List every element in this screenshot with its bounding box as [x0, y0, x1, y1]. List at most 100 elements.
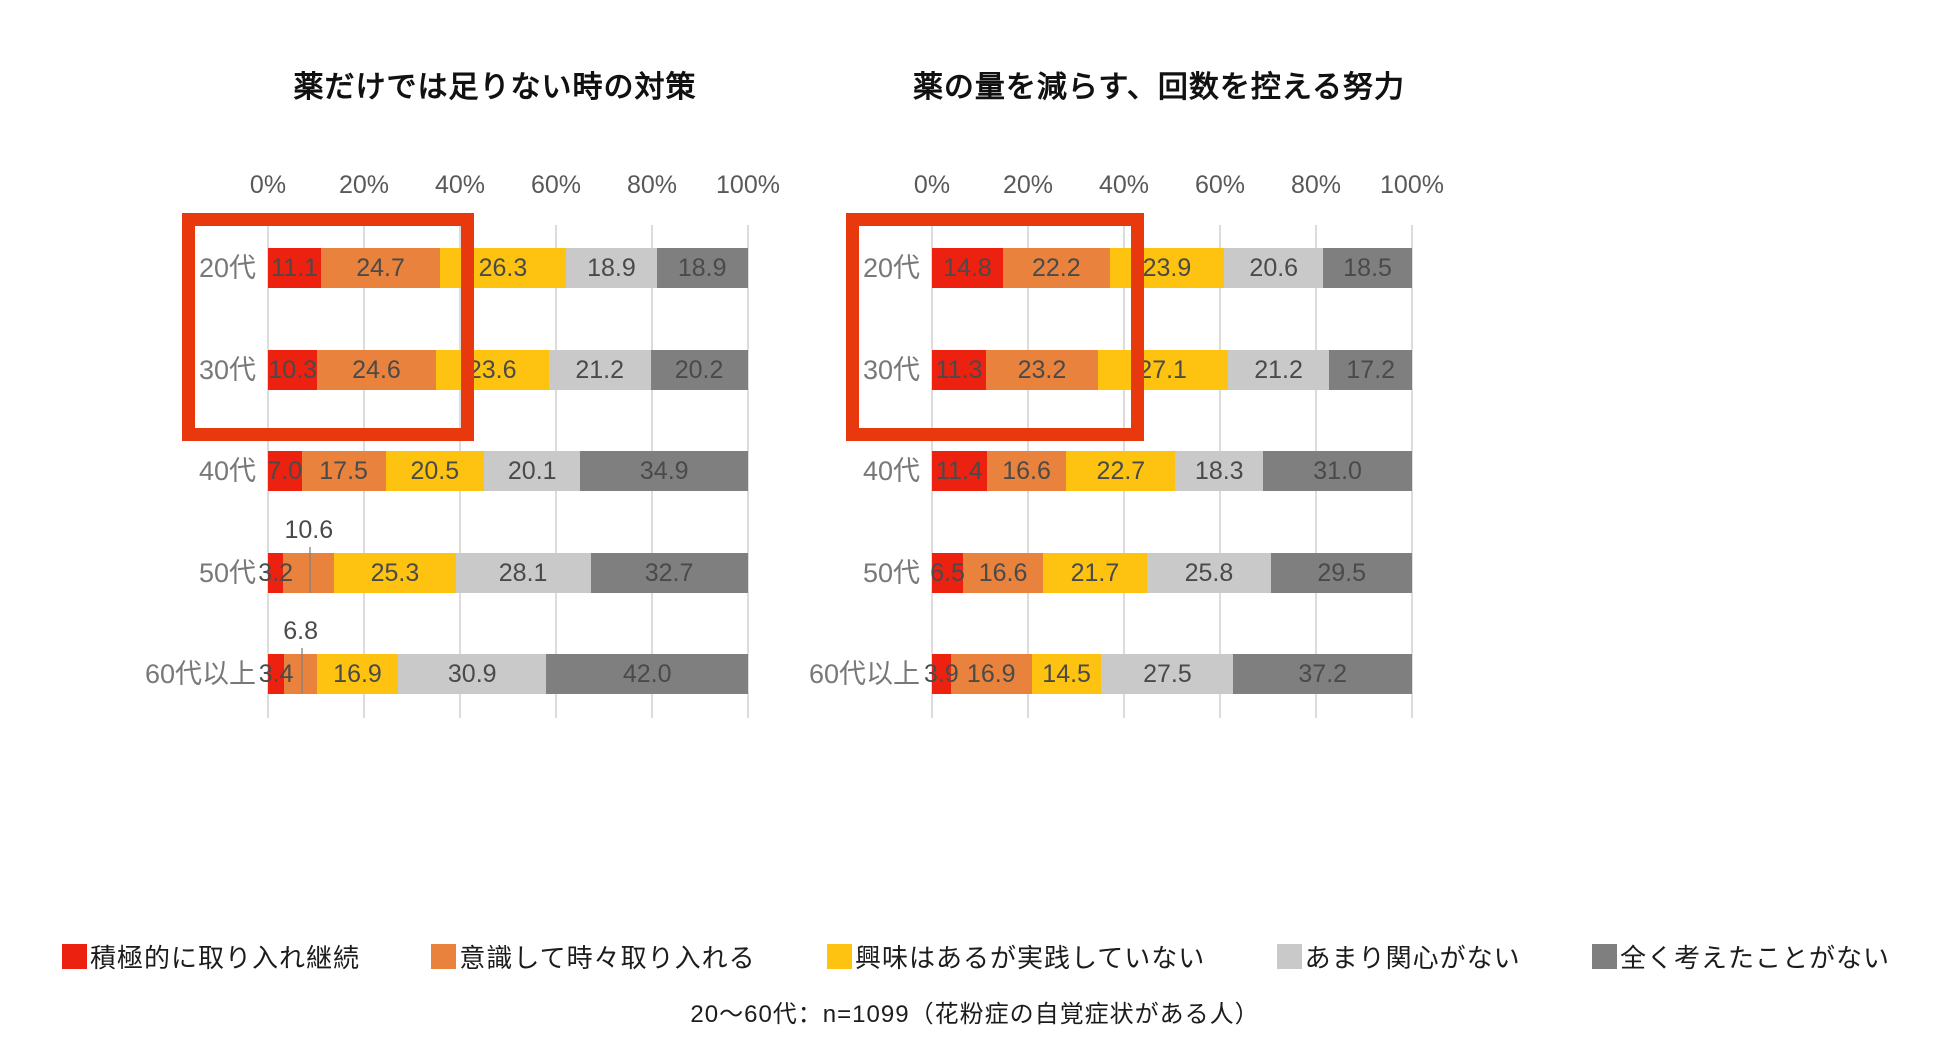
- bar-segment-never-thought: [546, 654, 748, 694]
- bar-segment-not-interested: [484, 451, 581, 491]
- bar-segment-interested-not-practicing: [316, 654, 399, 694]
- value-label: 18.5: [1343, 254, 1392, 282]
- bar-segment-active-continue: [932, 553, 964, 593]
- bar-segment-never-thought: [656, 248, 748, 288]
- value-label: 14.8: [943, 254, 992, 282]
- value-label: 23.2: [1017, 356, 1067, 384]
- bar-segment-active-continue: [268, 248, 322, 288]
- bar-segment-interested-not-practicing: [1097, 350, 1228, 390]
- axis-tick-label: 0%: [913, 171, 951, 199]
- bar-segment-never-thought: [1263, 451, 1412, 491]
- legend-swatch-icon: [1591, 943, 1617, 969]
- value-label: 16.9: [966, 660, 1016, 688]
- value-label: 28.1: [498, 559, 548, 587]
- value-label: 22.7: [1096, 457, 1146, 485]
- bar-segment-not-interested: [1227, 350, 1330, 390]
- bar-segment-sometimes-incorporate: [963, 553, 1043, 593]
- axis-tick-label: 100%: [716, 171, 780, 199]
- value-label: 25.8: [1184, 559, 1234, 587]
- gridline: [747, 225, 749, 718]
- bar-segment-not-interested: [455, 553, 591, 593]
- value-label: 29.5: [1317, 559, 1367, 587]
- legend-label: 意識して時々取り入れる: [459, 942, 756, 973]
- legend-item-active-continue: 積極的に取り入れ継続: [62, 938, 360, 975]
- bar-segment-not-interested: [1224, 248, 1324, 288]
- bar-segment-never-thought: [1270, 553, 1413, 593]
- value-label: 30.9: [447, 660, 497, 688]
- value-label: 23.6: [467, 356, 517, 384]
- axis-tick-label: 20%: [338, 171, 390, 199]
- value-label: 34.9: [639, 457, 689, 485]
- bar-segment-not-interested: [1101, 654, 1234, 694]
- gridline: [1411, 225, 1413, 718]
- bar-segment-never-thought: [580, 451, 748, 491]
- bar-segment-sometimes-incorporate: [317, 350, 436, 390]
- category-label: 50代: [862, 558, 920, 588]
- value-label: 26.3: [478, 254, 528, 282]
- legend-swatch-icon: [1276, 943, 1302, 969]
- value-label: 14.5: [1042, 660, 1091, 688]
- axis-tick-label: 80%: [1290, 171, 1342, 199]
- legend-label: あまり関心がない: [1304, 942, 1521, 973]
- value-label: 11.1: [271, 254, 319, 282]
- value-label: 20.5: [410, 457, 460, 485]
- value-label: 31.0: [1313, 457, 1362, 485]
- bar-segment-not-interested: [1175, 451, 1264, 491]
- category-label: 50代: [198, 558, 256, 588]
- bar-segment-not-interested: [1147, 553, 1271, 593]
- value-label: 10.3: [268, 356, 318, 384]
- value-label: 11.4: [935, 457, 983, 485]
- bar-segment-sometimes-incorporate: [1003, 248, 1110, 288]
- bar-segment-interested-not-practicing: [385, 451, 484, 491]
- value-label: 27.1: [1138, 356, 1187, 384]
- value-label: 17.2: [1346, 356, 1396, 384]
- bar-segment-sometimes-incorporate: [986, 451, 1067, 491]
- axis-tick-label: 60%: [1194, 171, 1246, 199]
- category-label: 30代: [862, 355, 920, 385]
- highlight-rectangle: [846, 213, 1144, 441]
- value-label: 42.0: [622, 660, 672, 688]
- value-label: 16.6: [978, 559, 1028, 587]
- category-label: 40代: [198, 456, 256, 486]
- legend-label: 興味はあるが実践していない: [854, 942, 1206, 973]
- axis-tick-label: 80%: [626, 171, 678, 199]
- callout-value-label: 6.8: [283, 617, 319, 645]
- bar-segment-never-thought: [650, 350, 748, 390]
- bar-segment-active-continue: [932, 350, 987, 390]
- value-label: 17.5: [319, 457, 368, 485]
- bar-segment-active-continue: [268, 451, 302, 491]
- value-label: 3.4: [258, 660, 294, 688]
- bar-segment-interested-not-practicing: [334, 553, 456, 593]
- legend-item-never-thought: 全く考えたことがない: [1591, 938, 1890, 975]
- footnote: 20〜60代：n=1099（花粉症の自覚症状がある人）: [690, 1001, 1260, 1028]
- bar-segment-never-thought: [1329, 350, 1412, 390]
- value-label: 24.6: [352, 356, 401, 384]
- callout-leader-line: [308, 547, 311, 593]
- legend-swatch-icon: [431, 943, 457, 969]
- chart-title-right: 薬の量を減らす、回数を控える努力: [912, 71, 1406, 104]
- legend-swatch-icon: [62, 943, 87, 969]
- value-label: 25.3: [370, 559, 420, 587]
- axis-tick-label: 60%: [530, 171, 582, 199]
- value-label: 11.3: [935, 356, 983, 384]
- bar-segment-interested-not-practicing: [1031, 654, 1102, 694]
- legend-item-interested-not-practicing: 興味はあるが実践していない: [826, 938, 1206, 975]
- category-label: 40代: [862, 456, 920, 486]
- value-label: 3.9: [923, 660, 959, 688]
- value-label: 20.6: [1249, 254, 1299, 282]
- value-label: 37.2: [1298, 660, 1348, 688]
- bar-segment-active-continue: [932, 654, 951, 694]
- value-label: 6.5: [930, 559, 965, 587]
- value-label: 3.2: [258, 559, 294, 587]
- bar-segment-sometimes-incorporate: [950, 654, 1032, 694]
- value-label: 16.6: [1002, 457, 1051, 485]
- value-label: 24.7: [356, 254, 405, 282]
- axis-tick-label: 0%: [249, 171, 287, 199]
- value-label: 7.0: [267, 457, 303, 485]
- value-label: 18.9: [587, 254, 636, 282]
- category-label: 30代: [198, 355, 256, 385]
- category-label: 20代: [862, 253, 920, 283]
- legend: 積極的に取り入れ継続 意識して時々取り入れる 興味はあるが実践していない あまり関心が…: [62, 936, 1890, 976]
- value-label: 21.2: [575, 356, 625, 384]
- bar-segment-never-thought: [590, 553, 748, 593]
